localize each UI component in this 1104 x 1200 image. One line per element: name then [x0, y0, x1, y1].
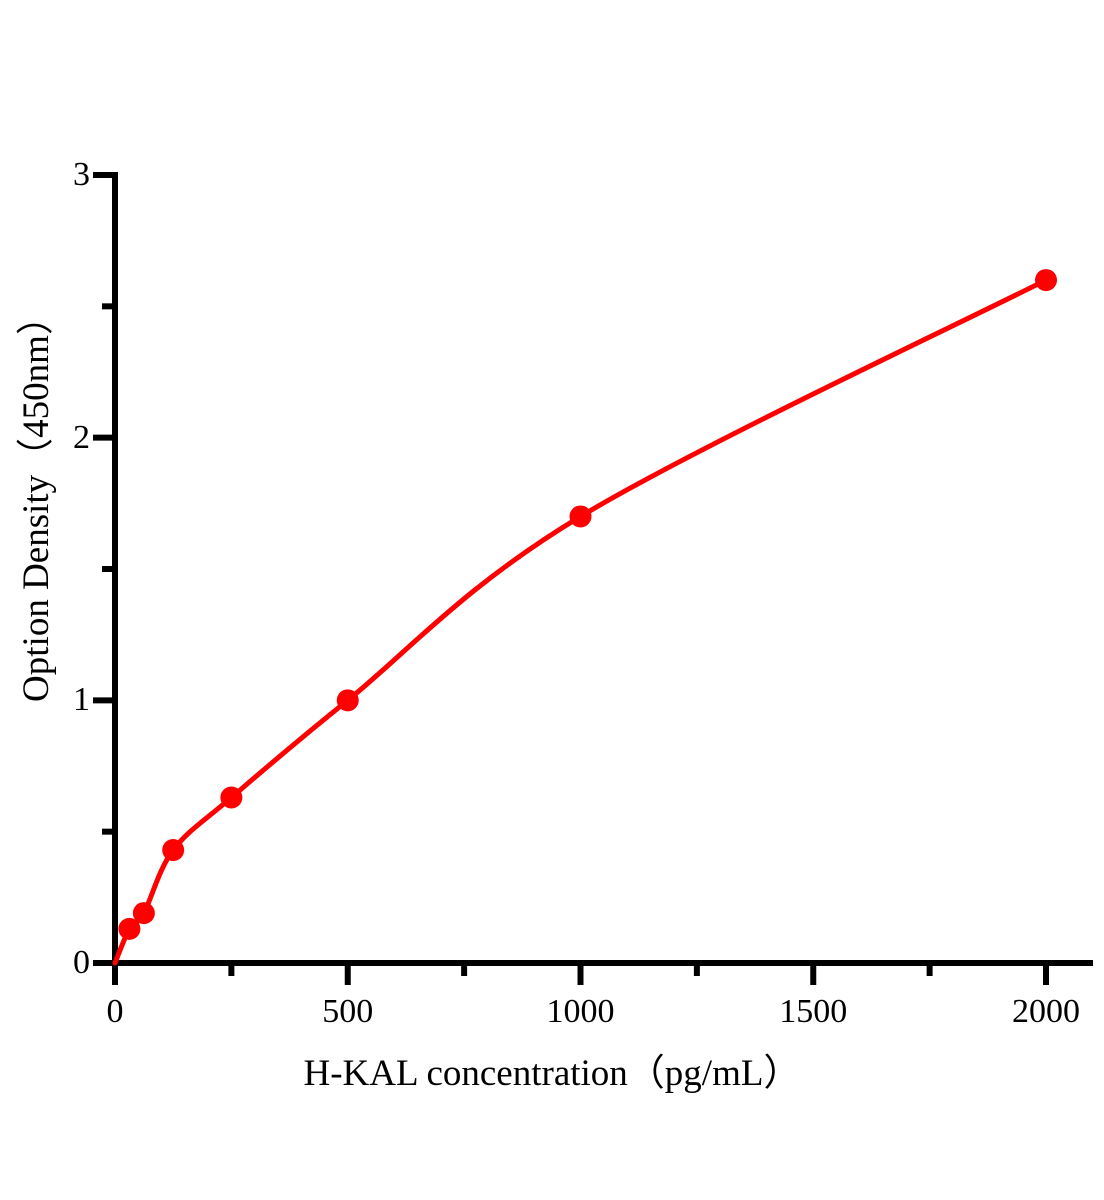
- y-axis-title-container: Option Density（450nm）: [0, 0, 64, 1000]
- y-tick-label: 2: [73, 418, 90, 456]
- x-axis-ticks: [112, 963, 1049, 985]
- y-tick-label: 3: [73, 156, 90, 193]
- data-point-marker: [1035, 269, 1057, 292]
- data-point-marker: [162, 839, 185, 862]
- y-axis-title: Option Density（450nm）: [16, 298, 58, 702]
- data-curve: [112, 277, 1049, 966]
- curve-line: [112, 277, 1049, 966]
- data-point-marker: [118, 917, 141, 940]
- x-tick-label: 0: [106, 993, 124, 1030]
- data-point-marker: [132, 902, 155, 925]
- data-points: [118, 269, 1057, 940]
- axis-lines: [112, 172, 1093, 966]
- x-tick-label: 1000: [546, 993, 615, 1030]
- data-point-marker: [336, 689, 359, 712]
- y-axis-ticks: [93, 172, 115, 966]
- data-point-marker: [220, 786, 243, 809]
- x-tick-label: 2000: [1012, 993, 1080, 1030]
- x-tick-label: 1500: [779, 993, 848, 1030]
- y-tick-label: 0: [73, 944, 90, 981]
- x-tick-label: 500: [322, 993, 374, 1030]
- data-point-marker: [569, 505, 592, 528]
- x-axis-title: H-KAL concentration（pg/mL）: [303, 1053, 801, 1094]
- y-tick-label: 1: [73, 681, 90, 719]
